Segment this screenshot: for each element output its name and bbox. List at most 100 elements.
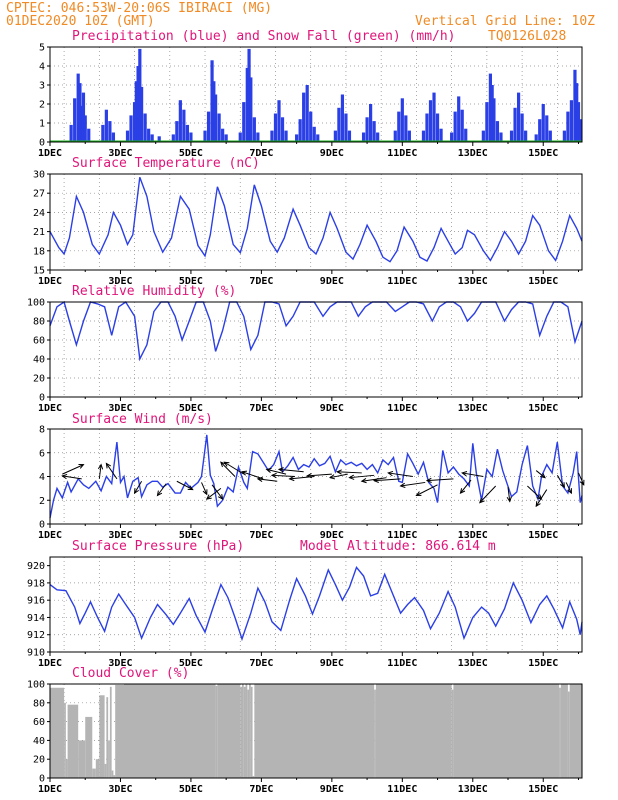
cloud-ytick-label: 20 [33, 755, 45, 766]
pressure-xtick-label: 1DEC [38, 658, 62, 669]
model-altitude-label: Model Altitude: 866.614 m [300, 539, 496, 554]
cloud-cover-bar [215, 685, 218, 778]
precip-ytick-label: 3 [39, 81, 45, 92]
cloud-title: Cloud Cover (%) [72, 666, 189, 681]
precip-bar [134, 81, 138, 142]
wind-arrow [335, 469, 362, 475]
pressure-xtick-label: 9DEC [320, 658, 344, 669]
wind-arrow [399, 481, 426, 488]
precip-bar [129, 115, 133, 142]
wind-arrow-shaft [556, 475, 565, 488]
wind-xtick-label: 13DEC [458, 530, 488, 541]
wind-arrow-head [360, 478, 367, 484]
precip-bar [247, 48, 251, 142]
precip-bar [178, 100, 182, 142]
wind-title: Surface Wind (m/s) [72, 412, 213, 427]
wind-arrow-shaft [400, 481, 426, 487]
temperature-series-line [49, 176, 583, 263]
temperature-xtick-label: 13DEC [458, 276, 488, 287]
precip-bar [249, 77, 253, 142]
precip-xtick-label: 5DEC [179, 148, 203, 159]
cloud-cover-bar [65, 759, 68, 778]
wind-arrow-head [240, 470, 248, 476]
wind-arrow-head [348, 474, 355, 480]
wind-arrow-shaft [307, 473, 332, 477]
precip-bar [450, 132, 454, 142]
wind-arrow [265, 467, 287, 475]
precip-ytick-label: 5 [39, 43, 45, 54]
wind-arrow-shaft [62, 475, 82, 480]
precip-bar [576, 102, 581, 142]
cloud-cover-bar [115, 684, 124, 778]
precip-bar [337, 107, 341, 142]
wind-ytick-label: 8 [39, 425, 45, 436]
wind-arrow [270, 472, 295, 479]
precip-xtick-label: 7DEC [249, 148, 273, 159]
wind-arrow-shaft [329, 473, 348, 479]
wind-arrow [328, 473, 348, 480]
precip-bar [578, 119, 582, 142]
wind-arrow [527, 485, 543, 500]
precip-xtick-label: 3DEC [108, 148, 132, 159]
wind-arrow [240, 470, 264, 480]
cloud-ytick-label: 100 [27, 680, 45, 691]
cloud-ytick-label: 60 [33, 717, 45, 728]
wind-xtick-label: 3DEC [108, 530, 132, 541]
precip-bar [280, 117, 285, 142]
precip-bar [495, 121, 500, 142]
wind-arrow-head [535, 501, 541, 508]
wind-arrow-shaft [206, 487, 222, 500]
wind-arrow [578, 472, 585, 486]
cloud-frame [49, 683, 583, 779]
wind-arrow-shaft [201, 482, 208, 495]
precip-bar [400, 98, 404, 142]
humidity-xtick-label: 5DEC [179, 403, 203, 414]
cloud-xtick-label: 15DEC [528, 784, 558, 795]
precip-bar [213, 94, 218, 142]
cloud-cover-bar [559, 687, 561, 778]
temperature-xtick-label: 5DEC [179, 276, 203, 287]
cloud-cover-bar [67, 704, 79, 778]
precip-bar [80, 105, 84, 142]
wind-arrow [62, 463, 85, 475]
wind-arrow-head [270, 472, 277, 479]
precip-bar [298, 119, 302, 142]
precip-bar [428, 100, 433, 142]
precip-bar [185, 124, 190, 142]
cloud-cover-bar [252, 776, 255, 778]
cloud-cover-bar [375, 684, 452, 778]
cloud-cover-bar [240, 686, 243, 778]
temperature-xtick-label: 9DEC [320, 276, 344, 287]
wind-arrow-shaft [337, 471, 362, 474]
precip-bar [125, 130, 130, 142]
temperature-ytick-label: 18 [33, 246, 45, 257]
wind-arrow-head [461, 471, 468, 477]
cloud-cover-bar [242, 684, 244, 778]
precip-bar [524, 130, 528, 142]
humidity-frame [49, 301, 583, 398]
cloud-ytick-label: 40 [33, 736, 45, 747]
precip-bar [520, 113, 524, 142]
precip-bar [136, 66, 140, 142]
wind-arrow [211, 484, 224, 500]
pressure-xtick-label: 5DEC [179, 658, 203, 669]
pressure-ytick-label: 920 [27, 561, 45, 572]
cloud-cover-bar [250, 686, 253, 778]
wind-arrow [156, 483, 167, 497]
cloud-cover-bar [217, 684, 241, 778]
precip-bar [393, 130, 397, 142]
humidity-xtick-label: 3DEC [108, 403, 132, 414]
cloud-cover-bar [64, 702, 66, 778]
wind-arrow [565, 482, 572, 495]
wind-arrow-head [459, 488, 466, 495]
precip-bar [212, 81, 216, 142]
cloud-xtick-label: 5DEC [179, 784, 203, 795]
cloud-cover-bar [109, 686, 112, 778]
cloud-xtick-label: 13DEC [458, 784, 488, 795]
cloud-cover-bar [104, 763, 107, 778]
cloud-cover-bar [111, 770, 114, 778]
wind-arrow-shaft [211, 484, 224, 500]
pressure-ytick-label: 912 [27, 630, 45, 641]
wind-arrow [201, 482, 208, 496]
precip-bar [111, 132, 116, 142]
